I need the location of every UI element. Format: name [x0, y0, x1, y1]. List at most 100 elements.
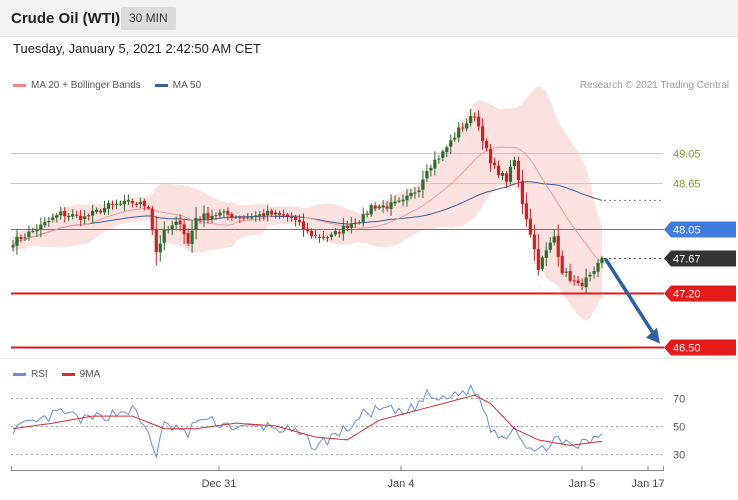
- candle-body: [286, 214, 290, 217]
- candle-body: [87, 215, 91, 217]
- legend-ma50-swatch: [154, 84, 168, 87]
- candle-body: [90, 210, 95, 216]
- candle-body: [500, 173, 505, 177]
- candle-body: [270, 210, 274, 215]
- candle-body: [190, 230, 194, 245]
- candle-body: [83, 216, 87, 219]
- candle-body: [266, 210, 270, 216]
- candle-body: [508, 166, 513, 182]
- candle-body: [198, 218, 202, 220]
- candle-body: [345, 225, 349, 228]
- candle-body: [150, 208, 154, 231]
- candle-body: [31, 230, 35, 232]
- candle-body: [528, 218, 532, 235]
- legend-9ma-label: 9MA: [79, 369, 101, 380]
- candle-body: [43, 222, 47, 226]
- level-label-48.05: 48.05: [673, 225, 701, 237]
- candle-body: [337, 232, 341, 234]
- candle-body: [520, 180, 525, 204]
- candle-body: [178, 220, 182, 225]
- candle-body: [349, 223, 353, 228]
- timeframe-badge[interactable]: 30 MIN: [121, 7, 176, 30]
- legend-rsi: RSI: [13, 369, 48, 380]
- candle-body: [461, 127, 465, 129]
- legend-ma50: MA 50: [154, 80, 202, 91]
- candle-body: [297, 220, 302, 223]
- candle-body: [27, 231, 31, 238]
- x-tick-label-Dec 31: Dec 31: [202, 478, 237, 490]
- candle-body: [218, 212, 222, 216]
- candle-body: [532, 234, 536, 250]
- candle-body: [39, 224, 43, 230]
- candle-body: [417, 190, 421, 193]
- candle-body: [465, 123, 469, 129]
- candle-body: [341, 225, 345, 234]
- candle-body: [381, 205, 385, 208]
- candle-body: [429, 167, 433, 171]
- candle-body: [405, 195, 409, 201]
- candle-body: [584, 277, 588, 288]
- candle-body: [469, 116, 473, 123]
- candle-body: [19, 237, 23, 239]
- level-tag-47.67: [664, 250, 736, 267]
- rsi-tick-30: 30: [673, 450, 685, 462]
- candle-body: [409, 192, 413, 197]
- candle-body: [333, 231, 337, 235]
- candle-body: [389, 202, 393, 209]
- candle-body: [154, 229, 158, 253]
- candle-body: [560, 255, 564, 274]
- candle-body: [258, 214, 262, 217]
- candle-body: [524, 203, 528, 220]
- candle-body: [552, 236, 556, 243]
- x-tick-label-Jan 5: Jan 5: [569, 478, 596, 490]
- candle-body: [512, 160, 517, 167]
- rsi-ma-line: [12, 394, 603, 446]
- candle-body: [242, 217, 246, 219]
- candle-body: [51, 217, 55, 220]
- candle-body: [305, 228, 310, 232]
- candle-body: [357, 222, 361, 224]
- price-legend: MA 20 + Bollinger Bands MA 50: [13, 80, 215, 91]
- candle-body: [289, 216, 294, 218]
- candle-body: [67, 215, 71, 218]
- level-label-48.65: 48.65: [673, 179, 701, 191]
- candle-body: [492, 162, 497, 166]
- candle-body: [293, 216, 298, 221]
- candle-body: [282, 214, 286, 216]
- candle-body: [568, 271, 572, 281]
- candle-body: [385, 206, 389, 209]
- candle-body: [580, 282, 584, 287]
- candle-body: [361, 214, 365, 222]
- candle-body: [254, 215, 258, 217]
- candle-body: [11, 245, 15, 248]
- candle-body: [516, 160, 521, 181]
- candle-body: [278, 213, 282, 215]
- candle-body: [55, 215, 59, 218]
- projection-arrow-head: [646, 327, 660, 344]
- candle-body: [393, 201, 397, 204]
- candle-body: [397, 200, 401, 202]
- candle-body: [47, 221, 51, 223]
- candle-body: [421, 179, 425, 190]
- candle-body: [544, 250, 548, 258]
- level-label-47.67: 47.67: [673, 254, 701, 266]
- level-label-47.20: 47.20: [673, 289, 701, 301]
- candle-body: [449, 140, 453, 147]
- candle-body: [274, 212, 278, 215]
- candle-body: [23, 237, 27, 239]
- candle-body: [377, 206, 381, 209]
- candle-body: [588, 274, 592, 277]
- candle-body: [158, 243, 162, 253]
- candle-body: [437, 158, 441, 160]
- candle-body: [365, 213, 369, 215]
- candle-body: [206, 213, 210, 219]
- candle-body: [317, 236, 322, 238]
- legend-ma50-label: MA 50: [172, 80, 202, 91]
- candle-body: [592, 271, 596, 274]
- legend-rsi-label: RSI: [31, 369, 48, 380]
- instrument-title: Crude Oil (WTI): [11, 10, 121, 27]
- candle-body: [413, 192, 417, 194]
- candle-body: [369, 205, 373, 215]
- rsi-line: [12, 384, 603, 459]
